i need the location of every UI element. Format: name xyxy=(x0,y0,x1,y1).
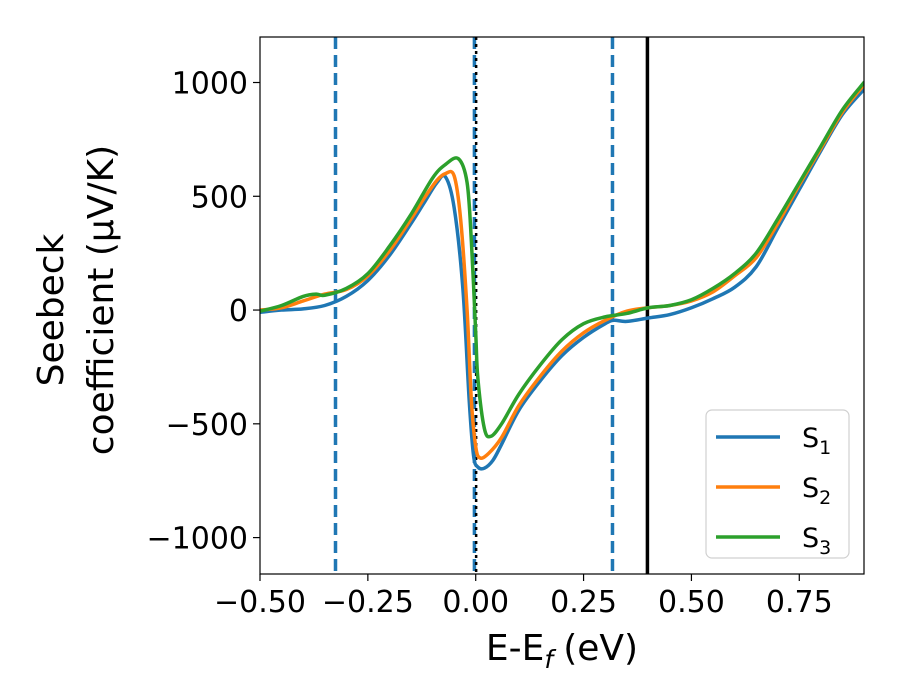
legend-label-s1: S1 xyxy=(802,423,831,459)
y-axis-ticks: −1000 −500 0 500 1000 xyxy=(147,67,260,557)
x-tick-label: 0.75 xyxy=(766,585,833,620)
series-line-s2 xyxy=(260,83,864,460)
y-tick-label: 1000 xyxy=(172,67,248,102)
series-line-s3 xyxy=(260,80,864,439)
y-tick-label: 500 xyxy=(191,180,248,215)
y-tick-label: 0 xyxy=(229,294,248,329)
plot-frame xyxy=(259,36,865,575)
x-tick-label: −0.50 xyxy=(214,585,306,620)
y-tick-label: −500 xyxy=(166,408,248,443)
x-axis-title: E-Ef (eV) xyxy=(486,628,638,674)
x-tick-label: 0.50 xyxy=(658,585,725,620)
legend-label-s2: S2 xyxy=(802,473,831,509)
y-axis-title-line2: coefficient (μV/K) xyxy=(81,145,122,455)
x-tick-label: 0.25 xyxy=(550,585,617,620)
x-tick-label: −0.25 xyxy=(322,585,414,620)
legend: S1 S2 S3 xyxy=(705,409,850,559)
legend-box xyxy=(705,409,850,559)
series-line-s1 xyxy=(260,87,864,471)
x-axis-ticks: −0.50 −0.25 0.00 0.25 0.50 0.75 xyxy=(214,574,833,620)
x-tick-label: 0.00 xyxy=(442,585,509,620)
y-tick-label: −1000 xyxy=(147,522,248,557)
legend-label-s3: S3 xyxy=(802,523,831,559)
series-lines xyxy=(260,80,864,471)
y-axis-title-line1: Seebeck xyxy=(31,233,72,386)
